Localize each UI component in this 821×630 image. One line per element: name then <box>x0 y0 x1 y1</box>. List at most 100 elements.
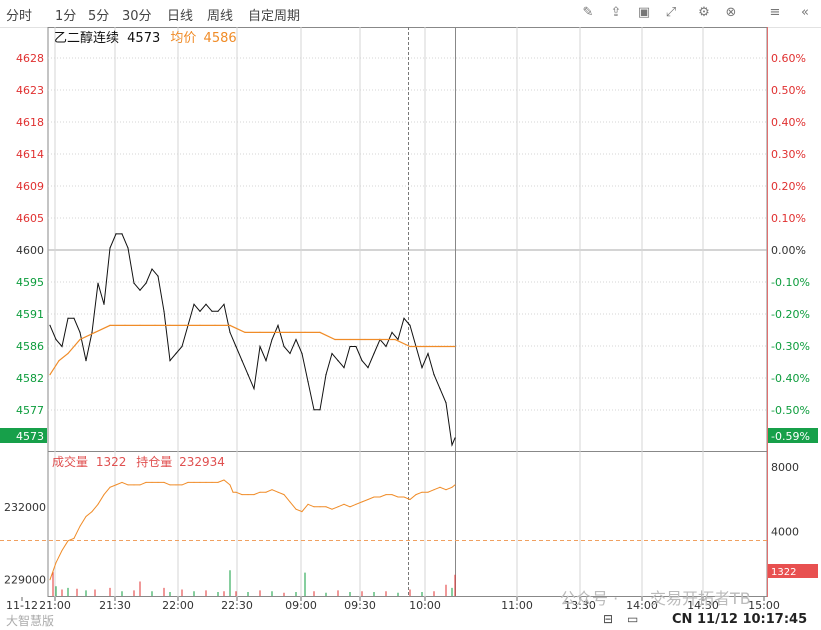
window-icon[interactable]: ▭ <box>627 612 639 626</box>
price-point <box>289 352 291 355</box>
oi-point <box>133 484 135 486</box>
oi-point <box>349 506 351 508</box>
price-point <box>277 324 279 326</box>
oi-point <box>301 511 303 513</box>
status-datetime: 11/12 10:17:45 <box>697 612 808 627</box>
price-point <box>139 289 141 291</box>
avg-point <box>109 324 111 326</box>
oi-point <box>175 484 177 486</box>
price-point <box>349 345 351 348</box>
period-tab-30min[interactable]: 30分 <box>122 9 152 24</box>
oi-point <box>319 506 321 508</box>
expand-icon[interactable]: ⤢ <box>665 5 677 20</box>
timeshare-chart: 乙二醇连续 4573 均价 4586 成交量 1322 持仓量 232934 4… <box>0 27 818 611</box>
oi-point <box>151 481 153 483</box>
layout-icon[interactable]: ⊟ <box>603 612 614 626</box>
price-point <box>445 402 447 404</box>
image-icon[interactable]: ▣ <box>637 5 651 20</box>
status-bar: 大智慧版 公众号 · 交易开拓者TB ⊟ ▭ CN 11/12 10:17:45 <box>0 589 821 630</box>
oi-point <box>391 494 393 496</box>
left-axis-tick: 4586 <box>16 340 44 353</box>
period-tab-1min[interactable]: 1分 <box>55 9 77 24</box>
price-point <box>115 233 117 235</box>
pencil-icon[interactable]: ✎ <box>582 5 594 20</box>
oi-point <box>433 489 435 491</box>
close-icon[interactable]: ⊗ <box>725 5 737 20</box>
avg-point <box>334 338 336 341</box>
period-tab-daily[interactable]: 日线 <box>167 9 194 24</box>
price-point <box>67 317 69 319</box>
oi-point <box>169 484 171 486</box>
oi-point <box>289 501 291 503</box>
price-point <box>79 331 81 333</box>
price-point <box>271 338 273 341</box>
left-axis-tick: 4618 <box>16 116 44 129</box>
price-point <box>259 345 261 348</box>
volume-header: 成交量 1322 持仓量 232934 <box>52 454 225 469</box>
capture-icon[interactable]: ⇪ <box>610 5 622 20</box>
time-tick-label: 14:30 <box>687 599 719 611</box>
price-point <box>169 360 171 362</box>
time-tick-label: 22:00 <box>162 599 194 611</box>
price-point <box>361 360 363 362</box>
watermark-text: 交易开拓者TB <box>650 589 751 608</box>
oi-point <box>187 481 189 483</box>
double-chevron-left-icon[interactable]: « <box>801 5 809 20</box>
series-layer <box>49 233 456 596</box>
time-tick-label: 10:00 <box>409 599 441 611</box>
settings-icon[interactable]: ⚙ <box>698 5 710 20</box>
price-point <box>229 331 231 333</box>
period-tab-custom[interactable]: 自定周期 <box>248 9 301 24</box>
oi-point <box>265 491 267 493</box>
oi-point <box>109 486 111 488</box>
oi-label: 持仓量 <box>136 454 172 469</box>
current-volume-label: 1322 <box>771 567 796 578</box>
price-point <box>283 345 285 348</box>
oi-point <box>415 494 417 496</box>
price-point <box>451 444 453 446</box>
avg-price-line <box>49 324 455 375</box>
period-tab-5min[interactable]: 5分 <box>88 9 110 24</box>
oi-point <box>373 496 375 498</box>
grid <box>48 27 767 597</box>
price-point <box>103 303 105 305</box>
time-tick-label: 21:30 <box>99 599 131 611</box>
price-point <box>325 374 327 376</box>
time-tick-label: 22:30 <box>221 599 253 611</box>
oi-point <box>337 506 339 508</box>
price-point <box>313 409 315 411</box>
avg-point <box>409 345 411 348</box>
period-tab-timeshare[interactable]: 分时 <box>6 9 33 24</box>
current-price-label: 4573 <box>16 430 44 443</box>
oi-point <box>421 491 423 493</box>
oi-point <box>247 494 249 496</box>
price-point <box>373 352 375 355</box>
period-tab-weekly[interactable]: 周线 <box>207 9 234 24</box>
oi-point <box>331 508 333 510</box>
right-axis-tick: 0.00% <box>771 244 806 257</box>
oi-point <box>283 494 285 496</box>
avg-point <box>289 331 291 333</box>
market-code: CN <box>672 612 693 627</box>
avg-point <box>304 331 306 333</box>
right-axis-tick: 0.10% <box>771 212 806 225</box>
oi-point <box>403 496 405 498</box>
avg-point <box>424 345 426 348</box>
avg-point <box>94 331 96 333</box>
last-price: 4573 <box>127 31 160 46</box>
price-point <box>433 374 435 376</box>
price-point <box>223 303 225 305</box>
price-point <box>301 352 303 355</box>
collapse-icon[interactable]: ≡ <box>769 5 781 20</box>
oi-point <box>73 537 75 539</box>
oi-point <box>355 503 357 505</box>
avg-point <box>349 338 351 341</box>
avg-point <box>49 374 51 376</box>
avg-point <box>229 324 231 326</box>
price-point <box>175 352 177 355</box>
oi-point <box>409 499 411 500</box>
oi-point <box>325 506 327 508</box>
right-axis-tick: 0.20% <box>771 180 806 193</box>
volume-axis-tick: 8000 <box>771 461 799 474</box>
price-point <box>397 338 399 341</box>
